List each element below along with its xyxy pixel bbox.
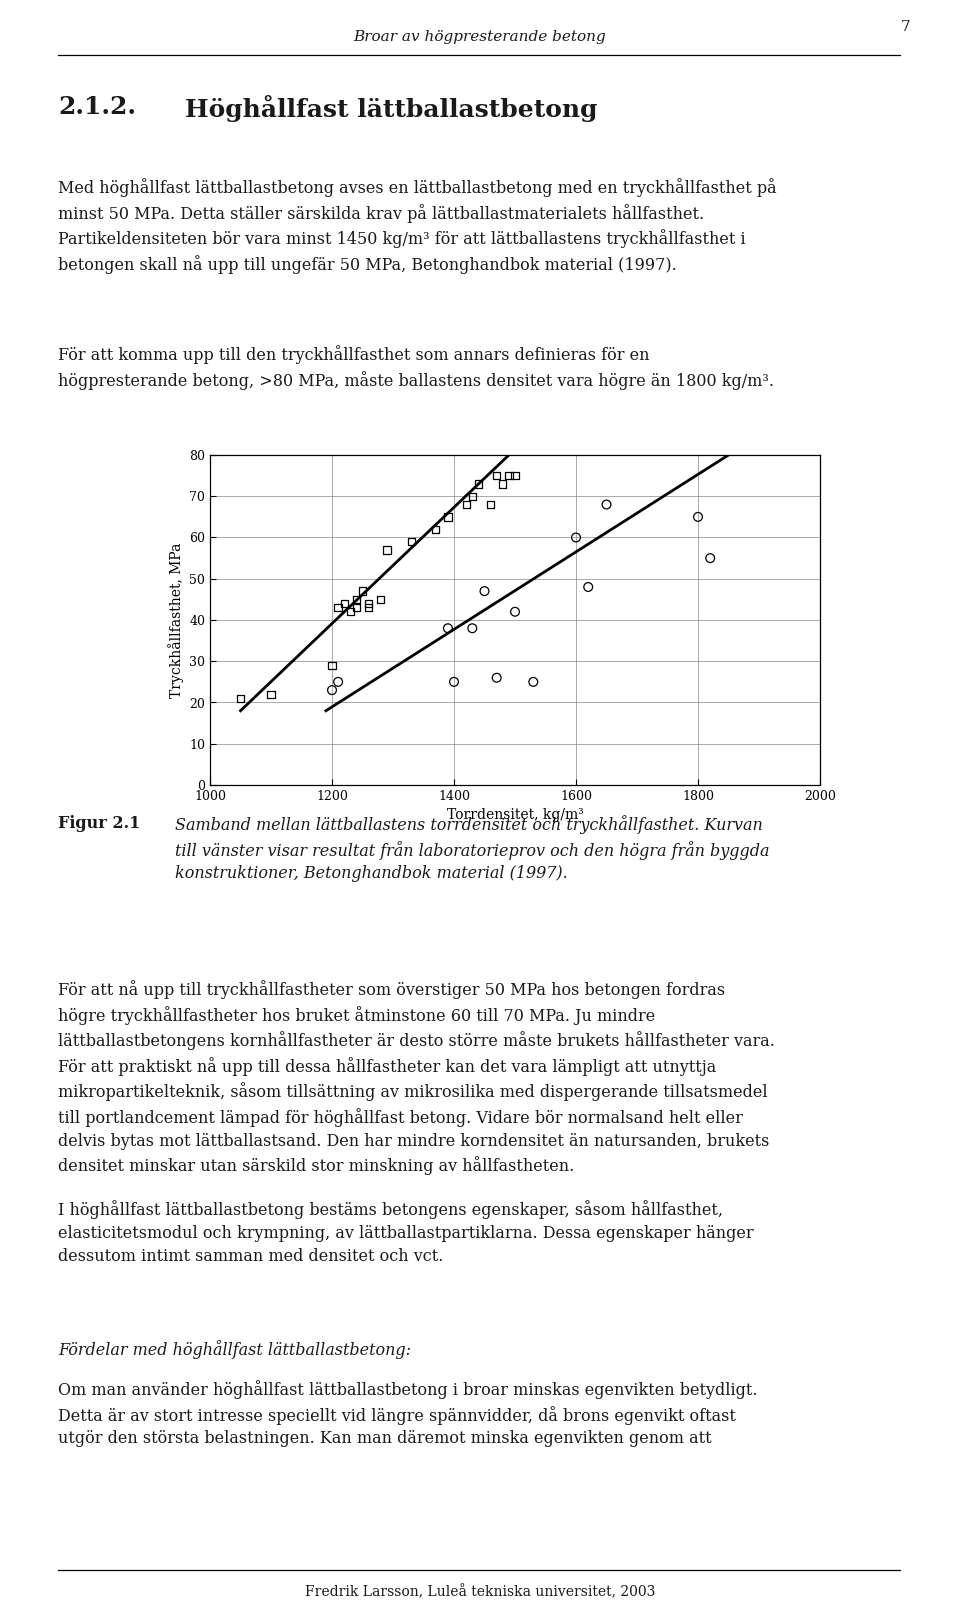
Point xyxy=(337,590,352,616)
Text: Med höghållfast lättballastbetong avses en lättballastbetong med en tryckhållfas: Med höghållfast lättballastbetong avses … xyxy=(58,178,777,273)
Text: 7: 7 xyxy=(900,19,910,34)
Point xyxy=(489,665,504,690)
Text: Figur 2.1: Figur 2.1 xyxy=(58,815,140,833)
Text: 2.1.2.: 2.1.2. xyxy=(58,95,136,120)
X-axis label: Torrdensitet, kg/m³: Torrdensitet, kg/m³ xyxy=(446,808,584,823)
Point xyxy=(568,524,584,550)
Point xyxy=(507,598,522,624)
Point xyxy=(599,492,614,517)
Point xyxy=(470,471,486,496)
Point xyxy=(330,669,346,695)
Point xyxy=(379,537,395,563)
Point xyxy=(483,492,498,517)
Point xyxy=(355,579,371,605)
Point xyxy=(446,669,462,695)
Text: Om man använder höghållfast lättballastbetong i broar minskas egenvikten betydli: Om man använder höghållfast lättballastb… xyxy=(58,1379,757,1447)
Point xyxy=(330,595,346,621)
Point xyxy=(507,462,522,488)
Point xyxy=(495,471,511,496)
Point xyxy=(361,590,376,616)
Point xyxy=(324,652,340,678)
Point xyxy=(348,587,364,613)
Text: Samband mellan lättballastens torrdensitet och tryckhållfasthet. Kurvan
till vän: Samband mellan lättballastens torrdensit… xyxy=(175,815,770,883)
Point xyxy=(441,616,456,642)
Text: För att nå upp till tryckhållfastheter som överstiger 50 MPa hos betongen fordra: För att nå upp till tryckhållfastheter s… xyxy=(58,980,775,1176)
Point xyxy=(501,462,516,488)
Point xyxy=(324,678,340,703)
Point xyxy=(403,529,419,555)
Point xyxy=(459,492,474,517)
Point xyxy=(489,462,504,488)
Text: Fördelar med höghållfast lättballastbetong:: Fördelar med höghållfast lättballastbeto… xyxy=(58,1340,411,1358)
Point xyxy=(477,579,492,605)
Point xyxy=(690,505,706,530)
Text: För att komma upp till den tryckhållfasthet som annars definieras för en
högpres: För att komma upp till den tryckhållfast… xyxy=(58,344,774,390)
Point xyxy=(428,516,444,542)
Text: Höghållfast lättballastbetong: Höghållfast lättballastbetong xyxy=(185,95,597,121)
Point xyxy=(465,483,480,509)
Point xyxy=(348,595,364,621)
Point xyxy=(233,686,249,711)
Point xyxy=(441,505,456,530)
Text: Fredrik Larsson, Luleå tekniska universitet, 2003: Fredrik Larsson, Luleå tekniska universi… xyxy=(305,1585,655,1599)
Point xyxy=(373,587,389,613)
Text: I höghållfast lättballastbetong bestäms betongens egenskaper, såsom hållfasthet,: I höghållfast lättballastbetong bestäms … xyxy=(58,1200,754,1264)
Point xyxy=(361,595,376,621)
Point xyxy=(703,545,718,571)
Point xyxy=(263,681,278,707)
Y-axis label: Tryckhållfasthet, MPa: Tryckhållfasthet, MPa xyxy=(168,542,183,697)
Point xyxy=(581,574,596,600)
Point xyxy=(465,616,480,642)
Point xyxy=(526,669,541,695)
Point xyxy=(343,598,358,624)
Text: Broar av högpresterande betong: Broar av högpresterande betong xyxy=(353,31,607,44)
